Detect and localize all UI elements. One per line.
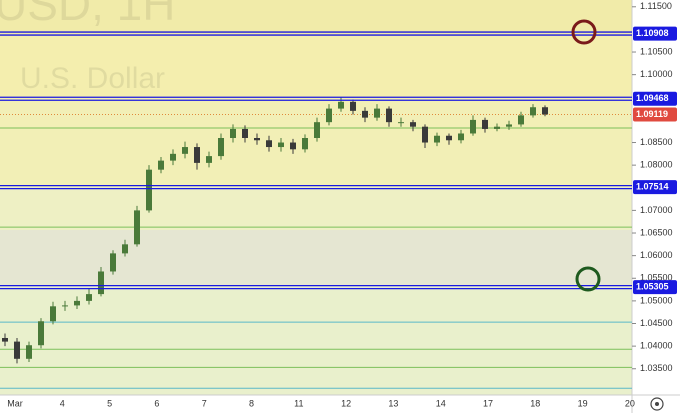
candle-body xyxy=(386,108,392,123)
time-axis xyxy=(0,395,680,413)
zone xyxy=(0,230,632,287)
candle-body xyxy=(182,147,188,154)
x-tick-label: 14 xyxy=(436,398,446,408)
candle-body xyxy=(446,135,452,141)
y-tick-label: 1.04500 xyxy=(640,318,673,328)
x-tick-label: 11 xyxy=(294,398,303,408)
candle-body xyxy=(542,107,548,115)
candle-body xyxy=(470,119,476,134)
candle-body xyxy=(326,108,332,123)
y-tick-label: 1.08500 xyxy=(640,137,673,147)
candle-body xyxy=(410,122,416,127)
y-tick-label: 1.07000 xyxy=(640,205,673,215)
y-tick-label: 1.04000 xyxy=(640,341,673,351)
candle-body xyxy=(242,128,248,139)
candle-body xyxy=(194,147,200,163)
level-label-box xyxy=(633,280,677,295)
x-tick-label: 19 xyxy=(578,398,588,408)
candle-body xyxy=(62,305,68,307)
y-tick-label: 1.11500 xyxy=(640,1,672,11)
candle-body xyxy=(374,108,380,118)
y-tick-label: 1.03500 xyxy=(640,363,673,373)
y-tick-label: 1.08000 xyxy=(640,160,673,170)
candle-body xyxy=(254,138,260,141)
zone xyxy=(0,187,632,230)
y-tick-label: 1.05000 xyxy=(640,295,673,305)
candle-body xyxy=(530,107,536,116)
plot xyxy=(0,31,632,389)
x-tick-label: 6 xyxy=(154,398,159,408)
candle-body xyxy=(422,126,428,143)
x-tick-label: 18 xyxy=(530,398,540,408)
candle-body xyxy=(206,156,212,163)
x-tick-label: 20 xyxy=(625,398,635,408)
candle-body xyxy=(350,101,356,111)
candle-body xyxy=(506,124,512,127)
y-tick-label: 1.10500 xyxy=(640,46,673,56)
candle-body xyxy=(14,341,20,359)
y-tick-label: 1.10000 xyxy=(640,69,673,79)
candle-body xyxy=(278,142,284,148)
settings-icon[interactable] xyxy=(655,402,659,406)
marker-circle xyxy=(571,19,597,45)
y-tick-label: 1.05500 xyxy=(640,273,673,283)
y-tick-label: 1.06500 xyxy=(640,227,673,237)
x-tick-label: 7 xyxy=(202,398,207,408)
candle-body xyxy=(290,142,296,150)
candle-body xyxy=(2,337,8,342)
candle-body xyxy=(98,271,104,295)
x-tick-label: 5 xyxy=(107,398,112,408)
zone xyxy=(0,287,632,395)
level-label: 1.05305 xyxy=(636,281,669,291)
candle-body xyxy=(218,138,224,157)
candle-body xyxy=(266,140,272,148)
level-label-box xyxy=(633,26,677,41)
level-label: 1.07514 xyxy=(636,182,669,192)
candle-body xyxy=(146,169,152,211)
candle-body xyxy=(26,345,32,359)
candle-body xyxy=(494,126,500,129)
candle-body xyxy=(86,294,92,301)
candle-body xyxy=(230,128,236,139)
x-tick-label: 13 xyxy=(388,398,398,408)
y-tick-label: 1.06000 xyxy=(640,250,673,260)
candle-body xyxy=(158,160,164,170)
price-label: 1.09119 xyxy=(636,109,668,119)
candle-body xyxy=(434,135,440,143)
candle-body xyxy=(134,210,140,245)
candle-body xyxy=(518,115,524,125)
level-label: 1.09468 xyxy=(636,93,669,103)
candle-body xyxy=(362,110,368,118)
zone xyxy=(0,0,632,34)
candle-body xyxy=(314,122,320,139)
candle-body xyxy=(302,138,308,150)
candle-body xyxy=(482,119,488,129)
candle-body xyxy=(110,253,116,272)
x-tick-label: 4 xyxy=(60,398,65,408)
candle-body xyxy=(338,101,344,109)
marker-circle xyxy=(575,266,601,292)
level-label: 1.10908 xyxy=(636,28,669,38)
x-tick-label: 17 xyxy=(483,398,493,408)
candle-body xyxy=(50,306,56,322)
watermark: USD, 1H xyxy=(0,0,175,30)
candle-body xyxy=(458,133,464,141)
zone xyxy=(0,34,632,98)
x-tick-label: 8 xyxy=(249,398,254,408)
candle-body xyxy=(74,300,80,306)
price-label-box xyxy=(633,107,677,122)
candle-body xyxy=(122,244,128,254)
level-label-box xyxy=(633,91,677,106)
candle-body xyxy=(170,153,176,161)
x-tick-label: Mar xyxy=(7,398,23,408)
candle-body xyxy=(38,321,44,346)
level-label-box xyxy=(633,180,677,195)
watermark: U.S. Dollar xyxy=(20,62,165,95)
zone xyxy=(0,98,632,187)
x-tick-label: 12 xyxy=(341,398,351,408)
price-axis xyxy=(632,0,680,413)
settings-icon[interactable] xyxy=(650,397,664,411)
candle-body xyxy=(398,122,404,124)
